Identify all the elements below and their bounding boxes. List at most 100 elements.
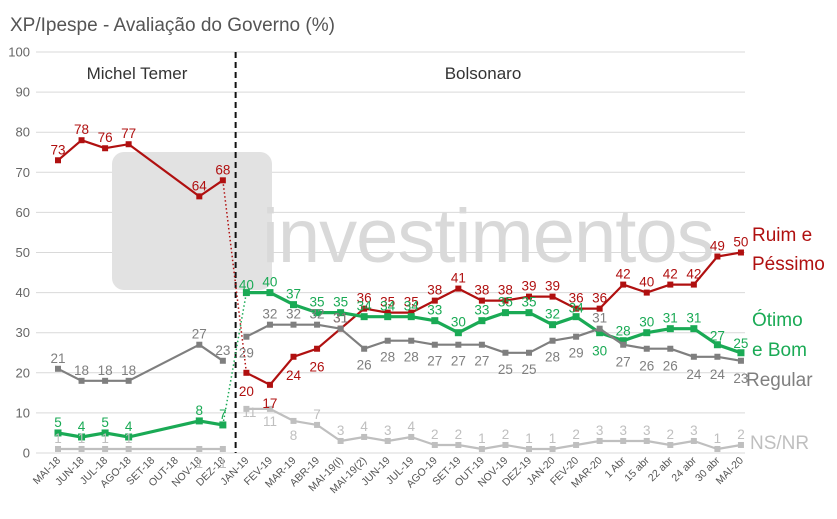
ns-nr-marker bbox=[573, 441, 580, 448]
ns-nr-data-label: 1 bbox=[78, 431, 86, 446]
ns-nr-data-label: 1 bbox=[54, 431, 62, 446]
ruim-e-p-ssimo-marker bbox=[478, 297, 485, 304]
regular-data-label: 18 bbox=[121, 363, 136, 378]
x-tick-label: 22 abr bbox=[646, 454, 676, 484]
ruim-e-p-ssimo-data-label: 50 bbox=[733, 235, 748, 250]
ns-nr-data-label: 3 bbox=[643, 423, 651, 438]
regular-data-label: 29 bbox=[569, 346, 584, 361]
ruim-e-p-ssimo-marker bbox=[78, 137, 85, 144]
timo-e-bom-data-label: 4 bbox=[78, 419, 86, 434]
y-tick-label: 70 bbox=[16, 165, 30, 180]
regular-data-label: 26 bbox=[663, 359, 678, 374]
timo-e-bom-data-label: 34 bbox=[357, 299, 373, 314]
regular-marker bbox=[714, 353, 721, 360]
regular-data-label: 25 bbox=[521, 362, 536, 377]
timo-e-bom-data-label: 30 bbox=[639, 315, 654, 330]
ruim-e-p-ssimo-marker bbox=[196, 193, 203, 200]
timo-e-bom-marker bbox=[360, 313, 368, 321]
timo-e-bom-marker bbox=[384, 313, 392, 321]
timo-e-bom-data-label: 31 bbox=[686, 311, 701, 326]
regular-marker bbox=[384, 337, 391, 344]
chart-title: XP/Ipespe - Avaliação do Governo (%) bbox=[10, 15, 335, 36]
ns-nr-data-label: 7 bbox=[313, 407, 321, 422]
ruim-e-p-ssimo-marker bbox=[219, 177, 226, 184]
y-tick-label: 90 bbox=[16, 85, 30, 100]
timo-e-bom-marker bbox=[596, 329, 604, 337]
regular-data-label: 28 bbox=[545, 350, 560, 365]
y-tick-label: 80 bbox=[16, 125, 30, 140]
regular-marker bbox=[78, 377, 85, 384]
regular-data-label: 27 bbox=[427, 354, 442, 369]
ns-nr-marker bbox=[78, 445, 85, 452]
ruim-e-p-ssimo-data-label: 38 bbox=[427, 283, 442, 298]
regular-marker bbox=[266, 321, 273, 328]
timo-e-bom-marker bbox=[619, 337, 627, 345]
ruim-e-p-ssimo-data-label: 38 bbox=[474, 283, 489, 298]
y-tick-label: 40 bbox=[16, 285, 30, 300]
ruim-e-p-ssimo-marker bbox=[102, 145, 109, 152]
ruim-e-p-ssimo-data-label: 36 bbox=[592, 291, 607, 306]
regular-marker bbox=[55, 365, 61, 372]
ruim-e-p-ssimo-marker bbox=[737, 249, 744, 256]
timo-e-bom-data-label: 34 bbox=[569, 301, 585, 316]
ruim-e-p-ssimo-marker bbox=[690, 281, 697, 288]
ns-nr-marker bbox=[549, 445, 556, 452]
timo-e-bom-marker bbox=[431, 317, 439, 325]
ruim-e-p-ssimo-marker bbox=[526, 293, 532, 300]
ns-nr-data-label: 3 bbox=[596, 423, 604, 438]
y-tick-label: 20 bbox=[16, 365, 30, 380]
y-tick-label: 0 bbox=[23, 446, 30, 461]
timo-e-bom-data-label: 30 bbox=[451, 315, 466, 330]
ns-nr-data-label: 11 bbox=[242, 405, 256, 420]
timo-e-bom-data-label: 32 bbox=[545, 307, 560, 322]
ruim-e-p-ssimo-marker bbox=[455, 285, 462, 292]
ruim-e-p-ssimo-marker bbox=[573, 305, 580, 312]
timo-e-bom-data-label: 40 bbox=[239, 278, 254, 293]
ruim-e-p-ssimo-data-label: 20 bbox=[239, 384, 254, 399]
ruim-e-p-ssimo-marker bbox=[596, 305, 603, 312]
ruim-e-p-ssimo-marker bbox=[290, 353, 297, 360]
timo-e-bom-line bbox=[246, 291, 742, 355]
timo-e-bom-data-label: 35 bbox=[333, 295, 348, 310]
ruim-e-p-ssimo-data-label: 42 bbox=[686, 267, 701, 282]
ns-nr-data-label: 1 bbox=[525, 431, 533, 446]
ns-nr-data-label: 1 bbox=[219, 456, 227, 471]
ruim-e-p-ssimo-data-label: 17 bbox=[262, 396, 277, 411]
y-axis: 0 10 20 30 40 50 60 70 80 90 100 bbox=[8, 45, 30, 461]
ruim-e-p-ssimo-data-label: 35 bbox=[380, 295, 395, 310]
ns-nr-marker bbox=[196, 445, 203, 452]
regular-data-label: 23 bbox=[215, 343, 230, 358]
timo-e-bom-data-label: 30 bbox=[592, 344, 607, 359]
regular-line bbox=[57, 343, 224, 382]
ruim-e-p-ssimo-line bbox=[245, 251, 742, 386]
ns-nr-marker bbox=[102, 445, 109, 452]
y-tick-label: 60 bbox=[16, 205, 30, 220]
regular-data-label: 31 bbox=[333, 311, 348, 326]
ruim-e-p-ssimo-data-label: 41 bbox=[451, 271, 466, 286]
xp-logo-watermark: investimentos bbox=[112, 152, 715, 290]
regular-data-label: 31 bbox=[592, 311, 607, 326]
regular-data-label: 27 bbox=[192, 327, 207, 342]
timo-e-bom-marker bbox=[690, 325, 698, 333]
regular-marker bbox=[102, 377, 109, 384]
y-tick-label: 100 bbox=[8, 45, 30, 60]
ruim-e-p-ssimo-data-label: 42 bbox=[663, 267, 678, 282]
regular-marker bbox=[502, 349, 509, 356]
timo-e-bom-data-label: 33 bbox=[474, 303, 489, 318]
regular-data-label: 24 bbox=[710, 367, 726, 382]
ns-nr-data-label: 3 bbox=[690, 423, 698, 438]
timo-e-bom-marker bbox=[525, 309, 533, 317]
ruim-e-p-ssimo-marker bbox=[243, 369, 250, 376]
ns-nr-line bbox=[246, 407, 742, 451]
regular-marker bbox=[337, 325, 344, 332]
regular-data-label: 26 bbox=[357, 358, 372, 373]
ns-nr-data-label: 8 bbox=[290, 428, 298, 443]
timo-e-bom-data-label: 28 bbox=[616, 324, 631, 339]
series-name-label: Regular bbox=[746, 370, 813, 391]
timo-e-bom-data-label: 34 bbox=[404, 299, 420, 314]
ns-nr-marker bbox=[596, 437, 603, 444]
regular-marker bbox=[219, 357, 226, 364]
regular-marker bbox=[596, 325, 603, 332]
timo-e-bom-data-label: 35 bbox=[521, 295, 536, 310]
ns-nr-marker bbox=[455, 441, 462, 448]
